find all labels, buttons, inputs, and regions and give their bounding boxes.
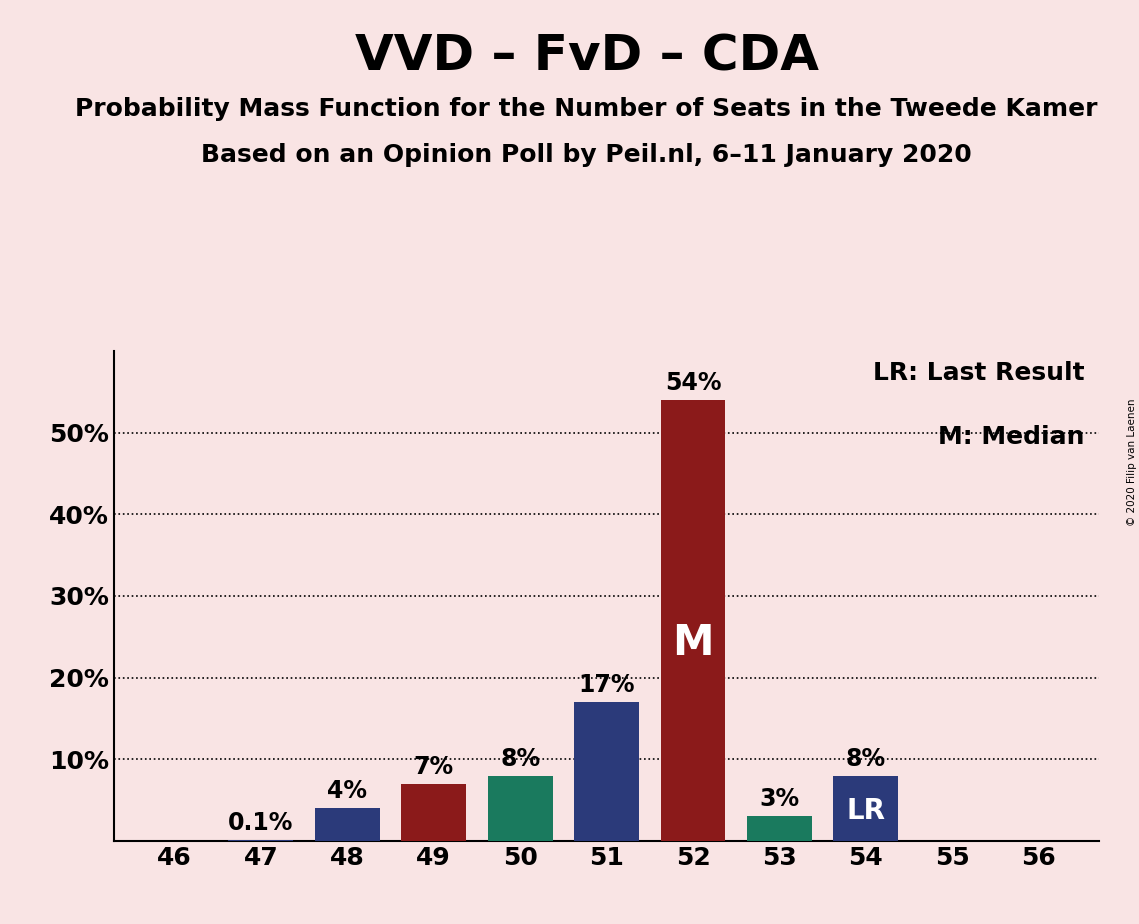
Bar (401, 784, 466, 841)
Text: 8%: 8% (500, 747, 540, 771)
Text: 54%: 54% (665, 371, 721, 395)
Text: © 2020 Filip van Laenen: © 2020 Filip van Laenen (1126, 398, 1137, 526)
Text: M: M (672, 622, 714, 663)
Bar (574, 702, 639, 841)
Text: Probability Mass Function for the Number of Seats in the Tweede Kamer: Probability Mass Function for the Number… (75, 97, 1098, 121)
Bar (487, 775, 552, 841)
Text: 3%: 3% (760, 787, 800, 811)
Text: 17%: 17% (579, 674, 634, 698)
Text: M: Median: M: Median (937, 425, 1084, 448)
Bar (314, 808, 379, 841)
Text: LR: LR (846, 797, 885, 825)
Bar (661, 400, 726, 841)
Bar (834, 775, 899, 841)
Text: 4%: 4% (327, 779, 367, 803)
Text: 7%: 7% (413, 755, 453, 779)
Bar (747, 817, 812, 841)
Text: Based on an Opinion Poll by Peil.nl, 6–11 January 2020: Based on an Opinion Poll by Peil.nl, 6–1… (202, 143, 972, 167)
Text: 8%: 8% (846, 747, 886, 771)
Text: LR: Last Result: LR: Last Result (872, 361, 1084, 385)
Text: VVD – FvD – CDA: VVD – FvD – CDA (354, 32, 819, 80)
Text: 0.1%: 0.1% (228, 811, 294, 835)
